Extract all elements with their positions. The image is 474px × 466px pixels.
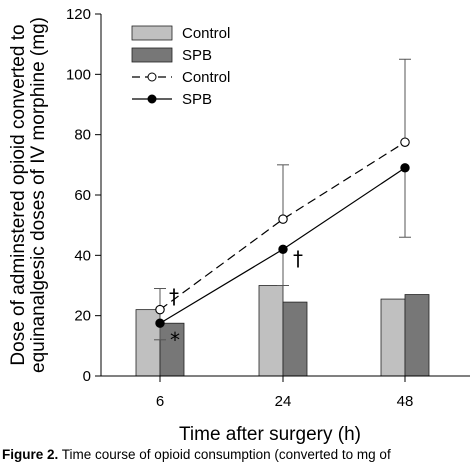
bars-layer [135, 285, 430, 377]
significance-mark-1: † [169, 285, 179, 309]
x-tick-label-24: 24 [275, 393, 292, 410]
x-tick-label-6: 6 [156, 393, 164, 410]
legend-label-line-spb: SPB [182, 91, 212, 108]
legend-label-bar-spb: SPB [182, 47, 212, 64]
significance-mark-3: † [293, 246, 303, 270]
point-control-6 [155, 304, 165, 315]
figure-caption: Figure 2. Time course of opioid consumpt… [2, 447, 474, 462]
legend-swatch-bar-control [131, 25, 173, 41]
x-axis-label: Time after surgery (h) [179, 424, 361, 445]
y-tick-label-40: 40 [74, 247, 91, 264]
y-tick-label-0: 0 [83, 368, 91, 385]
legend-label-bar-control: Control [182, 25, 230, 42]
point-spb-48 [400, 163, 410, 173]
legend-swatch-bar-spb [131, 47, 173, 63]
point-control-24 [278, 214, 288, 224]
axes-layer: 0 20 40 60 80 100 120 6 24 48 [66, 6, 470, 410]
point-control-48 [400, 137, 410, 147]
y-tick-label-80: 80 [74, 127, 91, 144]
x-tick-label-48: 48 [397, 393, 414, 410]
legend-marker-spb [147, 94, 157, 104]
y-tick-label-100: 100 [66, 66, 91, 83]
points-layer [155, 137, 410, 328]
y-axis-label-line2: equinanalgesic doses of IV morphine (mg) [28, 17, 49, 373]
bar-control-48 [380, 298, 406, 377]
y-tick-label-60: 60 [74, 187, 91, 204]
point-spb-6 [155, 318, 165, 328]
y-tick-label-20: 20 [74, 308, 91, 325]
bar-spb-48 [404, 294, 430, 377]
point-spb-24 [278, 244, 288, 255]
legend: Control SPB Control SPB [131, 25, 230, 108]
bar-control-6 [135, 309, 161, 377]
significance-mark-2: * [170, 328, 180, 352]
legend-marker-control [147, 72, 157, 82]
caption-text: Time course of opioid consumption (conve… [61, 447, 391, 462]
bar-control-24 [258, 285, 284, 377]
y-tick-label-120: 120 [66, 6, 91, 23]
annotations-layer: † * † [169, 246, 303, 352]
caption-label: Figure 2. [2, 447, 59, 462]
bar-spb-6 [159, 322, 185, 377]
bar-spb-24 [282, 301, 308, 377]
line-control [159, 141, 406, 311]
legend-label-line-control: Control [182, 69, 230, 86]
y-axis-label-line1: Dose of adminstered opioid converted to [8, 24, 29, 365]
